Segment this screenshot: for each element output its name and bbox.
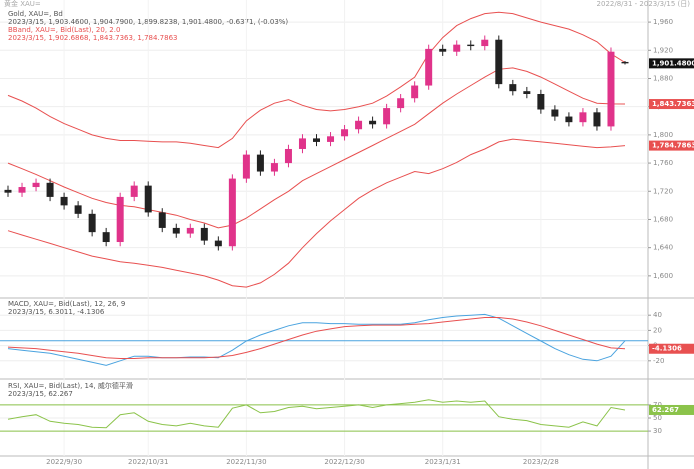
bollinger-band xyxy=(7,138,626,288)
candle-body xyxy=(270,163,278,172)
candle-body xyxy=(298,138,306,149)
band-title: BBand, XAU=, Bid(Last), 20, 2.0 xyxy=(8,26,120,34)
panel-title: Gold, XAU=, Bd xyxy=(8,10,63,18)
value-label: 62.267 xyxy=(652,406,679,414)
panel-subtitle: 2023/3/15, 6.3011, -4.1306 xyxy=(8,308,105,316)
bollinger-band xyxy=(7,67,626,229)
candle-body xyxy=(621,61,629,64)
x-tick-label: 2022/11/30 xyxy=(226,458,266,466)
candle-body xyxy=(565,116,573,123)
candle-body xyxy=(228,178,236,247)
panel-subtitle: 2023/3/15, 62.267 xyxy=(8,390,73,398)
candle-body xyxy=(439,48,447,52)
y-tick-label: 1,600 xyxy=(653,272,673,280)
candle-body xyxy=(509,84,517,92)
y-tick-label: 1,720 xyxy=(653,187,673,195)
candle-body xyxy=(607,51,615,127)
candle-body xyxy=(88,213,96,233)
panel-title: MACD, XAU=, Bid(Last), 12, 26, 9 xyxy=(8,300,125,308)
candle-body xyxy=(186,227,194,234)
indicator-line xyxy=(7,317,626,359)
candle-body xyxy=(130,185,138,197)
candle-body xyxy=(341,129,349,137)
value-label: 1,843.7363 xyxy=(652,100,694,108)
candle-body xyxy=(397,98,405,109)
candle-body xyxy=(537,93,545,110)
candle-body xyxy=(411,85,419,99)
value-label-bg xyxy=(649,99,694,110)
candle-body xyxy=(4,189,12,193)
bollinger-band xyxy=(7,11,626,149)
y-tick-label: 1,920 xyxy=(653,46,673,54)
candle-body xyxy=(18,187,26,193)
x-tick-label: 2023/2/28 xyxy=(523,458,559,466)
candle-body xyxy=(46,182,54,197)
candle-body xyxy=(467,44,475,47)
y-tick-label: 20 xyxy=(653,326,662,334)
y-tick-label: 1,760 xyxy=(653,159,673,167)
indicator-line xyxy=(7,313,626,366)
candle-body xyxy=(523,91,531,94)
x-tick-label: 2022/9/30 xyxy=(46,458,82,466)
candle-body xyxy=(579,112,587,123)
candle-body xyxy=(144,185,152,213)
indicator-line xyxy=(7,399,626,429)
value-label: -4.1306 xyxy=(652,345,682,353)
panel-title: RSI, XAU=, Bid(Last), 14, 威尔德平滑 xyxy=(8,381,133,390)
y-tick-label: 1,680 xyxy=(653,215,673,223)
candle-body xyxy=(327,136,335,142)
y-tick-label: 70 xyxy=(653,401,662,409)
candle-body xyxy=(60,196,68,206)
value-label-bg xyxy=(649,58,694,69)
value-label-bg xyxy=(649,343,694,354)
value-label: 1,784.7863 xyxy=(652,142,694,150)
y-tick-label: 1,640 xyxy=(653,244,673,252)
page-header-right: 2022/8/31 - 2023/3/15 (日) xyxy=(597,0,691,8)
x-tick-label: 2022/10/31 xyxy=(128,458,168,466)
y-tick-label: 30 xyxy=(653,427,662,435)
y-tick-label: 50 xyxy=(653,414,662,422)
page-header-left: 黄金 XAU= xyxy=(4,0,41,8)
value-label-bg xyxy=(649,140,694,151)
candle-body xyxy=(242,154,250,179)
candle-body xyxy=(383,108,391,125)
candle-body xyxy=(214,240,222,247)
candle-body xyxy=(369,120,377,125)
value-label: 1,901.4800 xyxy=(652,59,694,67)
candle-body xyxy=(453,44,461,52)
candle-body xyxy=(481,39,489,47)
candle-body xyxy=(74,205,82,214)
candle-body xyxy=(593,112,601,127)
candle-body xyxy=(551,109,559,117)
candle-body xyxy=(102,232,110,243)
candle-body xyxy=(495,39,503,85)
candle-body xyxy=(313,138,320,142)
candle-body xyxy=(200,227,208,241)
candle-body xyxy=(355,120,363,130)
candle-body xyxy=(158,212,166,228)
candle-body xyxy=(256,154,264,172)
candle-body xyxy=(284,148,292,164)
candle-body xyxy=(172,227,180,234)
y-tick-label: 1,960 xyxy=(653,18,673,26)
y-tick-label: -20 xyxy=(653,357,664,365)
y-tick-label: 1,800 xyxy=(653,131,673,139)
candle-body xyxy=(116,196,124,243)
x-tick-label: 2022/12/30 xyxy=(324,458,364,466)
value-label-bg xyxy=(649,404,694,415)
candle-body xyxy=(425,48,433,86)
y-tick-label: 40 xyxy=(653,311,662,319)
y-tick-label: 1,880 xyxy=(653,74,673,82)
x-tick-label: 2023/1/31 xyxy=(425,458,461,466)
band-subtitle: 2023/3/15, 1,902.6868, 1,843.7363, 1,784… xyxy=(8,34,177,42)
candle-body xyxy=(32,182,40,188)
